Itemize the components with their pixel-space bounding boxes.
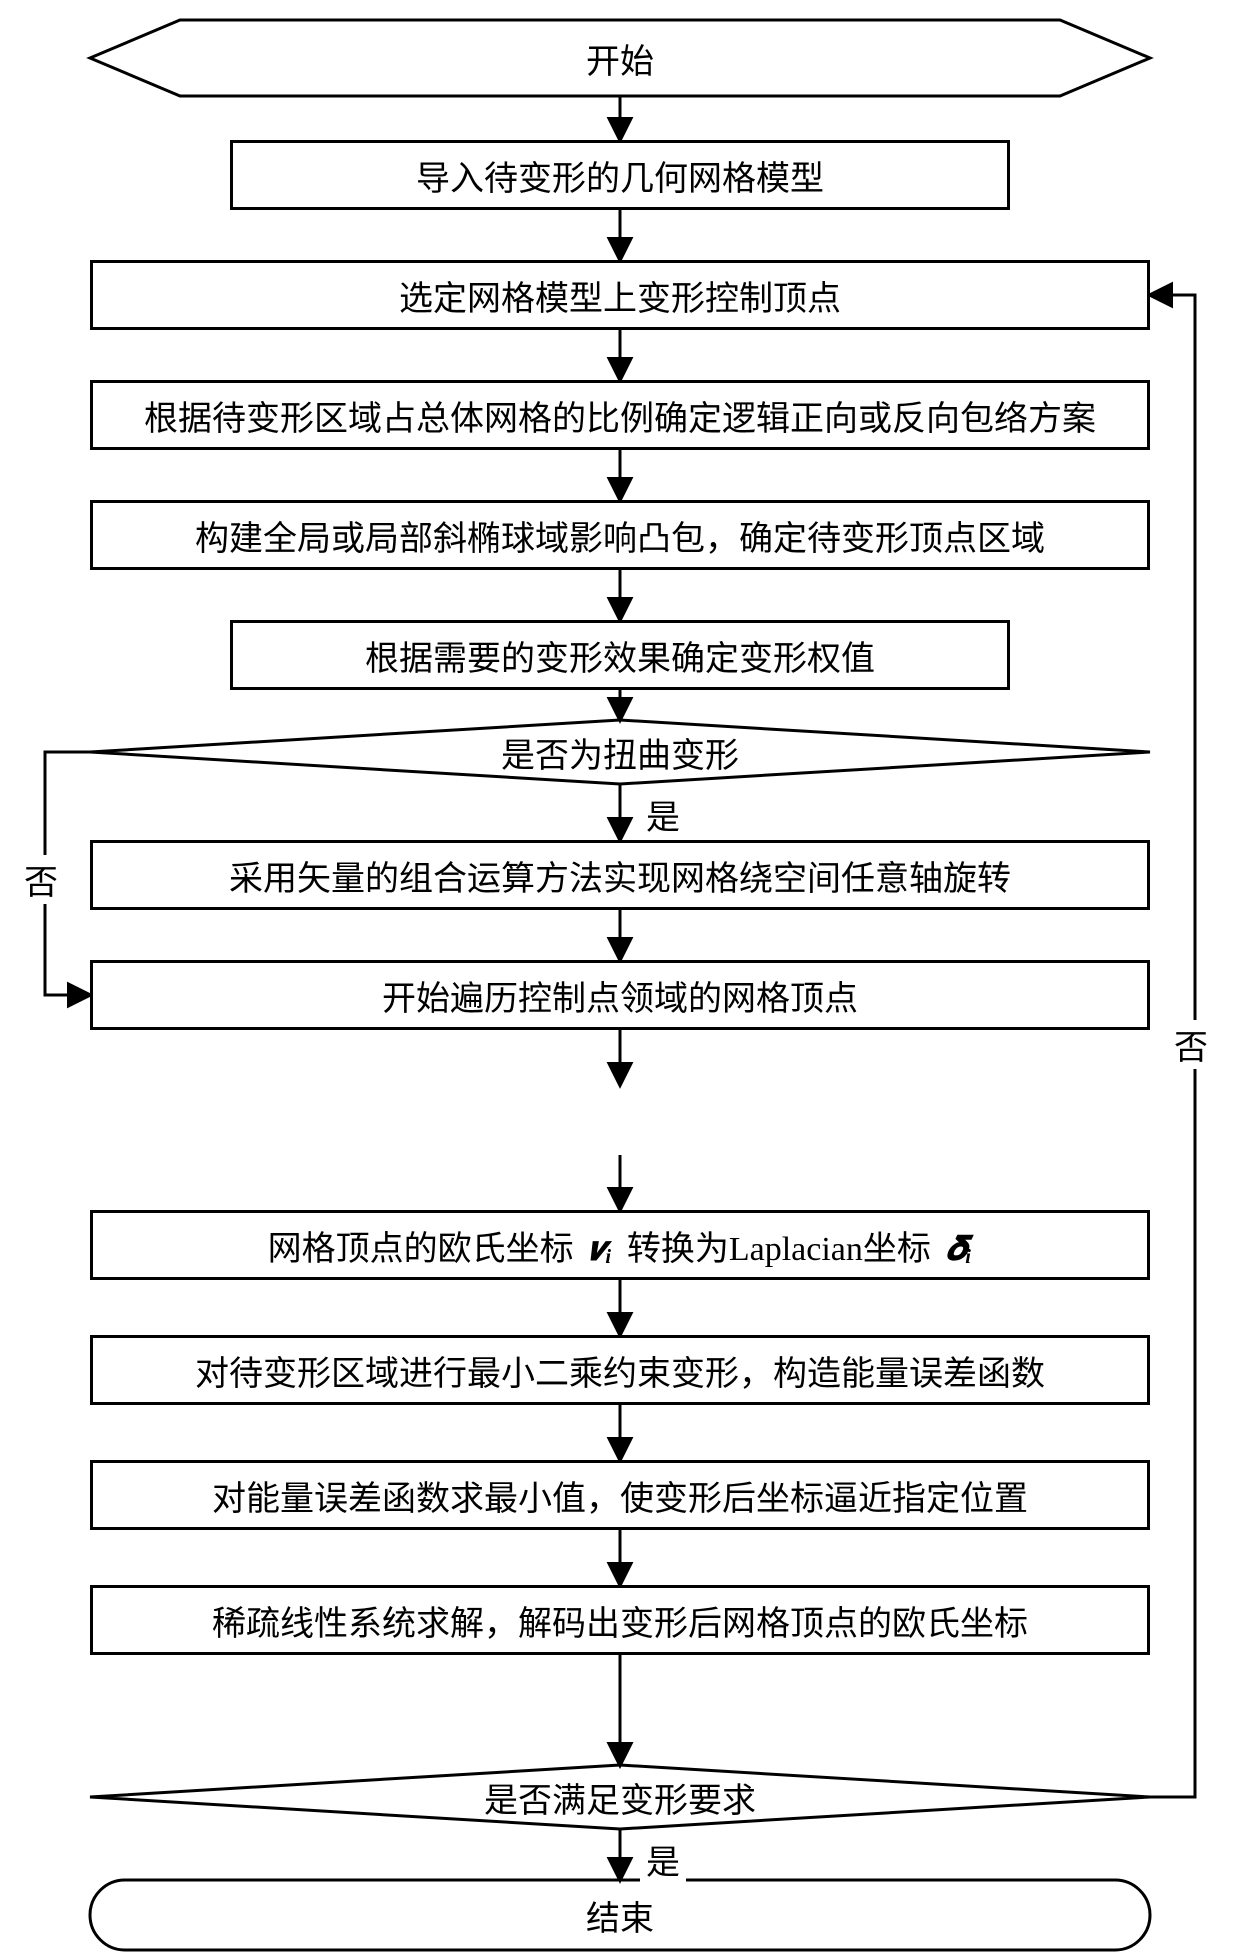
step-7: 采用矢量的组合运算方法实现网格绕空间任意轴旋转 (90, 840, 1150, 910)
step-3-text: 根据待变形区域占总体网格的比例确定逻辑正向或反向包络方案 (144, 391, 1096, 440)
step-5: 根据需要的变形效果确定变形权值 (230, 620, 1010, 690)
step-4-text: 构建全局或局部斜椭球域影响凸包，确定待变形顶点区域 (195, 511, 1045, 560)
terminator-start: 开始 (90, 20, 1150, 96)
flowchart-canvas: 开始 结束 导入待变形的几何网格模型 选定网格模型上变形控制顶点 根据待变形区域… (0, 0, 1240, 1960)
terminator-end: 结束 (90, 1880, 1150, 1950)
decision-1: 是否为扭曲变形 (90, 720, 1150, 784)
mask (600, 1655, 640, 1715)
end-label: 结束 (586, 1891, 654, 1940)
d1-no-label: 否 (18, 855, 64, 904)
step-1: 导入待变形的几何网格模型 (230, 140, 1010, 210)
step-9-text-a: 网格顶点的欧氏坐标 (268, 1231, 574, 1268)
decision-1-text: 是否为扭曲变形 (501, 728, 739, 777)
start-label: 开始 (586, 34, 654, 83)
step-10b: 对待变形区域进行最小二乘约束变形，构造能量误差函数 (90, 1335, 1150, 1405)
step-3: 根据待变形区域占总体网格的比例确定逻辑正向或反向包络方案 (90, 380, 1150, 450)
step-2: 选定网格模型上变形控制顶点 (90, 260, 1150, 330)
d2-yes-label: 是 (640, 1835, 686, 1884)
step-2-text: 选定网格模型上变形控制顶点 (399, 271, 841, 320)
step-12b: 稀疏线性系统求解，解码出变形后网格顶点的欧氏坐标 (90, 1585, 1150, 1655)
step-5-text: 根据需要的变形效果确定变形权值 (365, 631, 875, 680)
step-9-text-b: 转换为Laplacian坐标 (627, 1231, 931, 1268)
d2-no-label: 否 (1168, 1020, 1214, 1069)
step-8: 开始遍历控制点领域的网格顶点 (90, 960, 1150, 1030)
step-1-text: 导入待变形的几何网格模型 (416, 151, 824, 200)
step-11b: 对能量误差函数求最小值，使变形后坐标逼近指定位置 (90, 1460, 1150, 1530)
step-9-symbol-vi: 𝒗ᵢ (582, 1231, 618, 1268)
step-9: 网格顶点的欧氏坐标 𝒗ᵢ 转换为Laplacian坐标 𝜹ᵢ (90, 1210, 1150, 1280)
d1-yes-label: 是 (640, 790, 686, 839)
step-7-text: 采用矢量的组合运算方法实现网格绕空间任意轴旋转 (229, 851, 1011, 900)
decision-2: 是否满足变形要求 (90, 1765, 1150, 1829)
step-9-symbol-delta: 𝜹ᵢ (939, 1231, 972, 1268)
decision-2-text: 是否满足变形要求 (484, 1773, 756, 1822)
step-4: 构建全局或局部斜椭球域影响凸包，确定待变形顶点区域 (90, 500, 1150, 570)
step-8-text: 开始遍历控制点领域的网格顶点 (382, 971, 858, 1020)
